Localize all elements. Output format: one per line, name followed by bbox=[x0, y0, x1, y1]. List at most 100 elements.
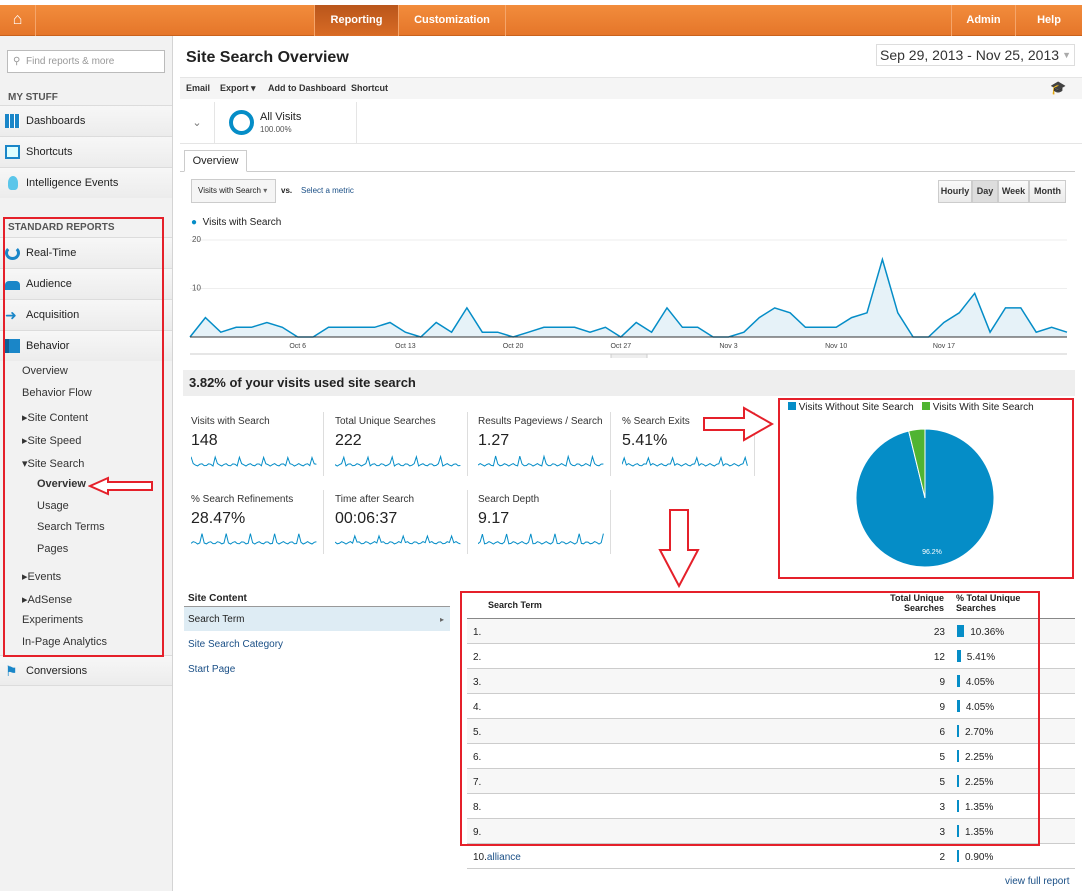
nav-site-search-terms[interactable]: Search Terms bbox=[37, 521, 105, 533]
tab-customization[interactable]: Customization bbox=[398, 5, 506, 36]
row-pct: 0.90% bbox=[965, 852, 994, 863]
row-index: 10.alliance bbox=[473, 852, 521, 863]
dropdown-icon: ▼ bbox=[1062, 50, 1071, 60]
segment-name: All Visits bbox=[260, 111, 302, 123]
tab-overview[interactable]: Overview bbox=[184, 150, 247, 172]
segment-bar: ⌄ All Visits 100.00% bbox=[180, 102, 1082, 144]
chevron-right-icon: ▸ bbox=[439, 615, 444, 624]
site-content-category[interactable]: Site Search Category bbox=[188, 639, 284, 650]
metric-select[interactable]: Visits with Search ▾ bbox=[191, 179, 276, 203]
week-button[interactable]: Week bbox=[998, 180, 1029, 203]
find-reports-input[interactable]: ⚲ Find reports & more bbox=[7, 50, 165, 73]
metric-label: Time after Search bbox=[335, 494, 415, 505]
metric-tile[interactable]: Total Unique Searches 222 bbox=[330, 412, 468, 476]
label: Search Term bbox=[188, 614, 245, 625]
hourly-button[interactable]: Hourly bbox=[938, 180, 972, 203]
home-icon[interactable]: ⌂ bbox=[0, 5, 36, 36]
row-index: 7. bbox=[473, 777, 482, 788]
nav-site-search-overview[interactable]: Overview bbox=[37, 478, 86, 490]
metric-value: 28.47% bbox=[191, 510, 246, 527]
legend-swatch-without bbox=[788, 402, 796, 410]
search-term-link[interactable]: alliance bbox=[486, 852, 521, 863]
month-button[interactable]: Month bbox=[1029, 180, 1066, 203]
pct-bar bbox=[957, 700, 960, 712]
email-button[interactable]: Email bbox=[186, 83, 211, 93]
legend-without: Visits Without Site Search bbox=[798, 402, 914, 413]
table-row[interactable]: 10.alliance 2 0.90% bbox=[467, 844, 1075, 869]
metric-tile[interactable]: Results Pageviews / Search 1.27 bbox=[473, 412, 611, 476]
nav-behavior-overview[interactable]: Overview bbox=[22, 365, 68, 377]
x-tick-label: Oct 6 bbox=[289, 343, 306, 350]
metric-label: Total Unique Searches bbox=[335, 416, 436, 427]
table-row[interactable]: 4. 9 4.05% bbox=[467, 694, 1075, 719]
export-button[interactable]: Export ▾ bbox=[220, 83, 256, 93]
sidebar-item-behavior[interactable]: Behavior bbox=[0, 330, 172, 361]
sidebar-item-intelligence-events[interactable]: Intelligence Events bbox=[0, 167, 172, 198]
graduation-cap-icon[interactable]: 🎓 bbox=[1050, 80, 1067, 95]
line-chart[interactable]: 20 10 Oct 6 Oct 13 Oct 20 Oct 27 Nov 3 Nov 10 No… bbox=[180, 228, 1080, 358]
sidebar-item-dashboards[interactable]: Dashboards bbox=[0, 105, 172, 136]
table-row[interactable]: 1. 23 10.36% bbox=[467, 619, 1075, 644]
metric-tile[interactable]: Time after Search 00:06:37 bbox=[330, 490, 468, 554]
nav-site-search-usage[interactable]: Usage bbox=[37, 500, 69, 512]
row-index: 2. bbox=[473, 652, 482, 663]
label: Behavior bbox=[26, 340, 70, 352]
sidebar-item-acquisition[interactable]: ➜ Acquisition bbox=[0, 299, 172, 330]
sidebar-item-audience[interactable]: Audience bbox=[0, 268, 172, 299]
nav-events[interactable]: ▸Events bbox=[22, 571, 62, 583]
y-tick-label: 10 bbox=[192, 284, 201, 293]
pie-slice[interactable] bbox=[908, 428, 926, 499]
sidebar-item-real-time[interactable]: Real-Time bbox=[0, 237, 172, 268]
nav-experiments[interactable]: Experiments bbox=[22, 614, 84, 626]
metric-tile[interactable]: % Search Refinements 28.47% bbox=[186, 490, 324, 554]
nav-behavior-flow[interactable]: Behavior Flow bbox=[22, 387, 92, 399]
pct-bar bbox=[957, 675, 960, 687]
metric-tile[interactable]: Search Depth 9.17 bbox=[473, 490, 611, 554]
metric-tile[interactable]: Visits with Search 148 bbox=[186, 412, 324, 476]
tab-reporting[interactable]: Reporting bbox=[314, 5, 398, 36]
chart-resize-handle[interactable] bbox=[610, 353, 648, 358]
header-search-term[interactable]: Search Term bbox=[488, 600, 542, 610]
table-row[interactable]: 8. 3 1.35% bbox=[467, 794, 1075, 819]
table-row[interactable]: 3. 9 4.05% bbox=[467, 669, 1075, 694]
row-index: 3. bbox=[473, 677, 482, 688]
nav-in-page-analytics[interactable]: In-Page Analytics bbox=[22, 636, 107, 648]
sparkline bbox=[335, 534, 461, 545]
sidebar-item-shortcuts[interactable]: Shortcuts bbox=[0, 136, 172, 167]
day-button[interactable]: Day bbox=[972, 180, 998, 203]
nav-adsense[interactable]: ▸AdSense bbox=[22, 594, 73, 606]
nav-site-speed[interactable]: ▸Site Speed bbox=[22, 435, 82, 447]
chevron-down-icon[interactable]: ⌄ bbox=[180, 102, 215, 144]
header-pct-total[interactable]: % Total Unique Searches bbox=[956, 593, 1021, 613]
sidebar-item-conversions[interactable]: ⚑ Conversions bbox=[0, 655, 172, 686]
date-range-picker[interactable]: Sep 29, 2013 - Nov 25, 2013 ▼ bbox=[876, 44, 1075, 66]
select-metric-link[interactable]: Select a metric bbox=[301, 186, 354, 195]
table-row[interactable]: 2. 12 5.41% bbox=[467, 644, 1075, 669]
table-row[interactable]: 7. 5 2.25% bbox=[467, 769, 1075, 794]
label: AdSense bbox=[27, 594, 73, 606]
admin-link[interactable]: Admin bbox=[951, 5, 1015, 36]
table-row[interactable]: 6. 5 2.25% bbox=[467, 744, 1075, 769]
toolbar: Email Export ▾ Add to Dashboard Shortcut… bbox=[180, 77, 1082, 99]
shortcut-button[interactable]: Shortcut bbox=[351, 83, 388, 93]
site-content-search-term[interactable]: Search Term ▸ bbox=[184, 606, 450, 631]
view-full-report-link[interactable]: view full report bbox=[1005, 876, 1070, 887]
nav-site-search-pages[interactable]: Pages bbox=[37, 543, 69, 555]
label: Export bbox=[220, 83, 249, 93]
sparkline bbox=[191, 533, 317, 545]
table-row[interactable]: 9. 3 1.35% bbox=[467, 819, 1075, 844]
label: Visits with Search bbox=[198, 186, 261, 195]
add-to-dashboard-button[interactable]: Add to Dashboard bbox=[268, 83, 346, 93]
help-link[interactable]: Help bbox=[1015, 5, 1082, 36]
site-content-start-page[interactable]: Start Page bbox=[188, 664, 236, 675]
metric-tile[interactable]: % Search Exits 5.41% bbox=[617, 412, 755, 476]
nav-site-search[interactable]: ▾Site Search bbox=[22, 458, 85, 470]
pie-chart[interactable]: 96.2% bbox=[850, 424, 1000, 569]
pct-bar bbox=[957, 775, 959, 787]
segment-all-visits[interactable]: All Visits 100.00% bbox=[215, 102, 357, 144]
header-total-unique[interactable]: Total Unique Searches bbox=[890, 593, 944, 613]
table-row[interactable]: 5. 6 2.70% bbox=[467, 719, 1075, 744]
pct-bar bbox=[957, 800, 959, 812]
nav-site-content[interactable]: ▸Site Content bbox=[22, 412, 89, 424]
row-count: 9 bbox=[939, 677, 945, 688]
